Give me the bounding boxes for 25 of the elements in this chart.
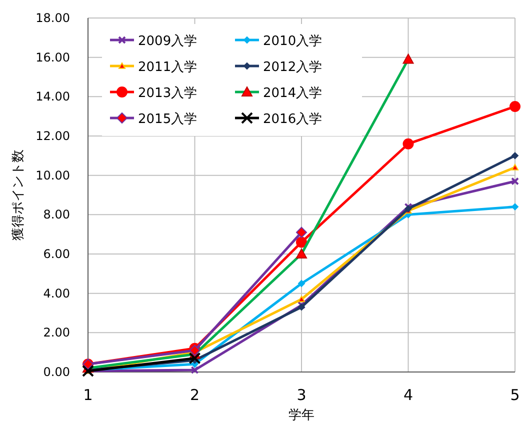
legend-label: 2009入学: [138, 34, 198, 49]
legend-label: 2014入学: [263, 86, 322, 101]
legend-label: 2013入学: [138, 86, 198, 101]
y-tick-label: 12.00: [36, 129, 70, 143]
legend-label: 2016入学: [263, 112, 322, 127]
x-tick-label: 2: [190, 386, 200, 404]
y-tick-label: 10.00: [36, 168, 70, 182]
x-tick-label: 5: [510, 386, 520, 404]
y-tick-label: 4.00: [43, 286, 70, 300]
y-tick-label: 6.00: [43, 247, 70, 261]
y-tick-label: 8.00: [43, 208, 70, 222]
y-tick-label: 16.00: [36, 50, 70, 64]
legend-label: 2011入学: [138, 60, 198, 75]
y-axis-title: 獲得ポイント数: [11, 150, 26, 240]
x-tick-label: 1: [83, 386, 93, 404]
x-axis-title: 学年: [288, 408, 314, 423]
legend-label: 2015入学: [138, 112, 198, 127]
y-tick-label: 14.00: [36, 90, 70, 104]
legend-label: 2010入学: [263, 34, 322, 49]
y-tick-label: 18.00: [36, 11, 70, 25]
legend-label: 2012入学: [263, 60, 322, 75]
x-tick-label: 3: [296, 386, 306, 404]
x-tick-label: 4: [403, 386, 414, 404]
y-tick-label: 2.00: [43, 326, 70, 340]
y-tick-label: 0.00: [43, 365, 70, 379]
